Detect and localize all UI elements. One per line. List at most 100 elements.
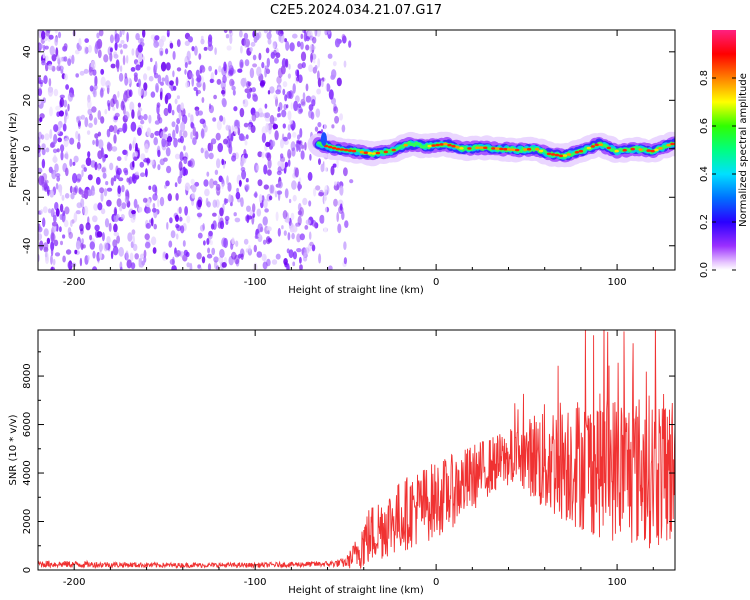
noise-blob (275, 30, 281, 35)
noise-blob (250, 125, 256, 133)
noise-blob (169, 42, 174, 49)
noise-blob (94, 75, 97, 87)
noise-blob (175, 76, 179, 87)
noise-blob (176, 95, 180, 100)
noise-blob (107, 142, 113, 152)
noise-blob (333, 103, 337, 112)
signal-peak (327, 145, 333, 149)
noise-blob (169, 258, 175, 265)
noise-blob (214, 69, 218, 76)
spectrogram-frame (37, 29, 676, 271)
noise-blob (122, 43, 128, 49)
noise-blob (145, 207, 151, 214)
noise-blob (207, 247, 211, 254)
noise-blob (153, 40, 159, 48)
noise-blob (265, 236, 271, 245)
noise-blob (97, 110, 102, 120)
noise-blob (264, 208, 269, 213)
signal-peak (479, 146, 484, 149)
noise-blob (231, 80, 235, 86)
noise-blob (319, 214, 325, 224)
noise-blob (120, 214, 125, 220)
noise-blob (110, 177, 114, 187)
noise-blob (299, 256, 302, 264)
noise-blob (187, 70, 192, 79)
noise-blob (103, 242, 109, 252)
noise-blob (287, 110, 292, 121)
noise-blob (341, 33, 346, 41)
noise-blob (203, 125, 208, 133)
noise-blob (38, 97, 42, 106)
noise-blob (92, 250, 96, 259)
noise-blob (61, 194, 65, 201)
noise-blob (40, 134, 45, 140)
noise-blob (278, 181, 283, 189)
noise-blob (186, 262, 191, 268)
noise-blob (75, 240, 81, 250)
noise-blob (130, 121, 137, 132)
noise-blob (275, 52, 281, 59)
noise-blob (65, 249, 72, 255)
noise-blob (42, 217, 46, 228)
noise-blob (172, 129, 176, 140)
noise-blob (243, 238, 249, 245)
noise-blob (187, 160, 191, 167)
noise-blob (248, 244, 251, 253)
noise-blob (258, 52, 262, 61)
noise-blob (238, 253, 242, 259)
noise-blob (83, 167, 87, 172)
signal-peak (351, 149, 357, 153)
noise-blob (304, 247, 310, 255)
signal-peak (447, 143, 452, 147)
noise-blob (300, 150, 305, 160)
noise-blob (144, 241, 151, 249)
noise-blob (206, 238, 210, 245)
noise-blob (287, 159, 291, 167)
noise-blob (94, 224, 100, 231)
noise-blob (124, 170, 129, 176)
noise-blob (297, 181, 301, 192)
noise-blob (218, 65, 222, 73)
noise-blob (63, 43, 68, 50)
noise-blob (283, 230, 287, 236)
noise-blob (205, 197, 209, 207)
noise-blob (100, 116, 105, 124)
noise-blob (298, 140, 303, 146)
noise-blob (101, 152, 106, 163)
noise-blob (257, 223, 263, 233)
noise-blob (327, 53, 333, 59)
noise-blob (146, 66, 151, 71)
noise-blob (161, 137, 167, 148)
noise-blob (142, 30, 146, 38)
noise-blob (94, 43, 99, 55)
noise-blob (303, 252, 307, 258)
y-tick-label: 0 (22, 567, 33, 573)
noise-blob (184, 182, 191, 191)
noise-blob (300, 51, 307, 62)
noise-blob (287, 73, 291, 79)
noise-blob (166, 222, 169, 230)
colorbar-tick-label: 0.0 (699, 262, 710, 278)
noise-blob (343, 257, 347, 265)
noise-blob (121, 30, 125, 36)
noise-blob (228, 144, 233, 155)
noise-blob (114, 42, 118, 51)
noise-blob (154, 120, 160, 125)
noise-blob (152, 247, 157, 254)
noise-blob (137, 52, 143, 63)
noise-blob (126, 259, 132, 269)
noise-blob (44, 133, 50, 141)
colorbar-tick-label: 0.4 (699, 166, 710, 182)
noise-blob (339, 185, 344, 196)
noise-blob (48, 166, 53, 173)
noise-blob (113, 51, 117, 57)
noise-blob (215, 132, 221, 141)
noise-blob (304, 225, 309, 230)
noise-blob (166, 136, 173, 143)
y-tick-label: 6000 (22, 412, 33, 437)
noise-blob (125, 250, 129, 261)
signal-peak (363, 151, 369, 154)
noise-blob (197, 232, 203, 239)
noise-blob (159, 91, 163, 101)
noise-blob (235, 258, 240, 267)
